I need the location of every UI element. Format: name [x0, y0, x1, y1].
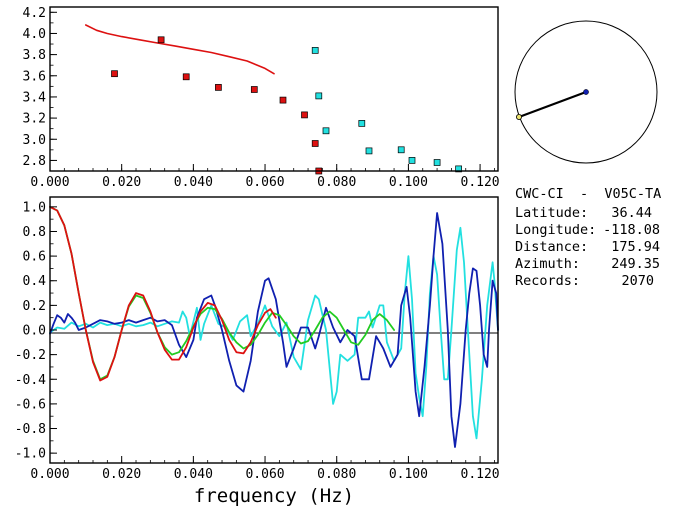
- dispersion-x-tick-label: 0.040: [174, 175, 213, 190]
- dispersion-cyan-marker: [315, 92, 323, 100]
- records-value: 2070: [621, 273, 654, 289]
- dispersion-x-tick-label: 0.100: [389, 175, 428, 190]
- dispersion-panel: 0.000 0.020 0.040 0.060 0.080 0.100 0.120 2.8 3.…: [23, 6, 500, 190]
- azimuth-pointer: [518, 90, 587, 119]
- dispersion-red-marker: [250, 86, 258, 93]
- dispersion-x-tick-label: 0.000: [30, 175, 69, 190]
- correlation-x-tick-label: 0.000: [30, 467, 69, 482]
- dispersion-x-tick-label: 0.120: [461, 175, 500, 190]
- correlation-y-tick-label: -1.0: [15, 447, 46, 462]
- correlation-x-tick-label: 0.100: [389, 467, 428, 482]
- dispersion-y-tick-label: 3.2: [23, 112, 46, 127]
- dispersion-red-marker: [182, 73, 190, 81]
- correlation-series-layer: [49, 206, 499, 448]
- dispersion-y-tick-label: 4.2: [23, 6, 46, 21]
- distance-value: 175.94: [611, 239, 660, 255]
- dispersion-red-marker: [301, 111, 308, 119]
- correlation-y-tick-label: 1.0: [23, 200, 46, 215]
- dispersion-x-tick-label: 0.080: [317, 175, 356, 190]
- correlation-y-tick-label: -0.2: [15, 348, 46, 363]
- dispersion-red-series-line: [85, 24, 275, 75]
- dispersion-cyan-marker: [365, 147, 373, 155]
- latitude-label: Latitude:: [515, 205, 588, 221]
- correlation-x-tick-label: 0.060: [245, 467, 284, 482]
- dispersion-y-tick-label: 2.8: [23, 154, 46, 169]
- center-station-marker: [583, 89, 589, 95]
- azimuth-circle: [514, 20, 658, 164]
- correlation-cyan-series-line: [49, 226, 499, 440]
- correlation-x-tick-label: 0.040: [174, 467, 213, 482]
- distance-label: Distance:: [515, 239, 588, 255]
- station-info: CWC-CI - V05C-TA Latitude: 36.44 Longitu…: [515, 186, 661, 289]
- correlation-red-series-line: [49, 206, 277, 382]
- correlation-y-tick-label: 0.8: [23, 225, 46, 240]
- dispersion-series-layer: [85, 24, 462, 175]
- correlation-y-tick-label: -0.4: [15, 373, 46, 388]
- azimuth-dial: [514, 20, 658, 164]
- dispersion-axes: 0.000 0.020 0.040 0.060 0.080 0.100 0.120 2.8 3.…: [23, 6, 500, 190]
- correlation-x-tick-label: 0.080: [317, 467, 356, 482]
- dispersion-red-marker: [279, 96, 287, 104]
- azimuth-label: Azimuth:: [515, 256, 580, 272]
- dispersion-cyan-marker: [358, 120, 366, 127]
- dispersion-x-tick-label: 0.060: [245, 175, 284, 190]
- longitude-value: -118.08: [603, 222, 660, 238]
- correlation-y-tick-label: -0.8: [15, 422, 46, 437]
- correlation-y-tick-label: 0.6: [23, 250, 46, 265]
- records-label: Records:: [515, 273, 580, 289]
- dispersion-cyan-marker: [397, 146, 405, 154]
- dispersion-plot-frame: [49, 6, 499, 172]
- correlation-x-tick-label: 0.020: [102, 467, 141, 482]
- x-axis-label: frequency (Hz): [194, 485, 354, 507]
- correlation-y-tick-label: 0.2: [23, 299, 46, 314]
- dispersion-y-tick-label: 3.8: [23, 48, 46, 63]
- azimuth-value: 249.35: [611, 256, 660, 272]
- dispersion-y-tick-label: 4.0: [23, 27, 46, 42]
- correlation-x-tick-label: 0.120: [461, 467, 500, 482]
- correlation-blue-series-line: [49, 212, 499, 448]
- dispersion-red-marker: [311, 140, 319, 147]
- correlation-panel: 0.000 0.020 0.040 0.060 0.080 0.100 0.120 1.0 0.…: [15, 196, 500, 507]
- dispersion-red-marker: [111, 70, 118, 78]
- correlation-axes: 0.000 0.020 0.040 0.060 0.080 0.100 0.120 1.0 0.…: [15, 200, 500, 482]
- dispersion-y-tick-label: 3.0: [23, 133, 46, 148]
- dispersion-cyan-marker: [455, 165, 462, 173]
- dispersion-red-marker: [157, 36, 165, 44]
- correlation-y-tick-label: 0.0: [23, 324, 46, 339]
- longitude-label: Longitude:: [515, 222, 596, 238]
- dispersion-cyan-marker: [408, 157, 416, 164]
- remote-station-marker: [516, 114, 523, 121]
- station-pair-title: CWC-CI - V05C-TA: [515, 186, 661, 202]
- dispersion-cyan-marker: [311, 47, 319, 54]
- latitude-value: 36.44: [611, 205, 652, 221]
- dispersion-red-marker: [215, 84, 222, 91]
- correlation-y-tick-label: 0.4: [23, 274, 47, 289]
- dispersion-x-tick-label: 0.020: [102, 175, 141, 190]
- dispersion-y-tick-label: 3.6: [23, 69, 46, 84]
- dispersion-cyan-marker: [433, 159, 441, 166]
- dispersion-cyan-marker: [322, 127, 330, 135]
- correlation-y-tick-label: -0.6: [15, 397, 46, 412]
- dispersion-y-tick-label: 3.4: [23, 90, 47, 105]
